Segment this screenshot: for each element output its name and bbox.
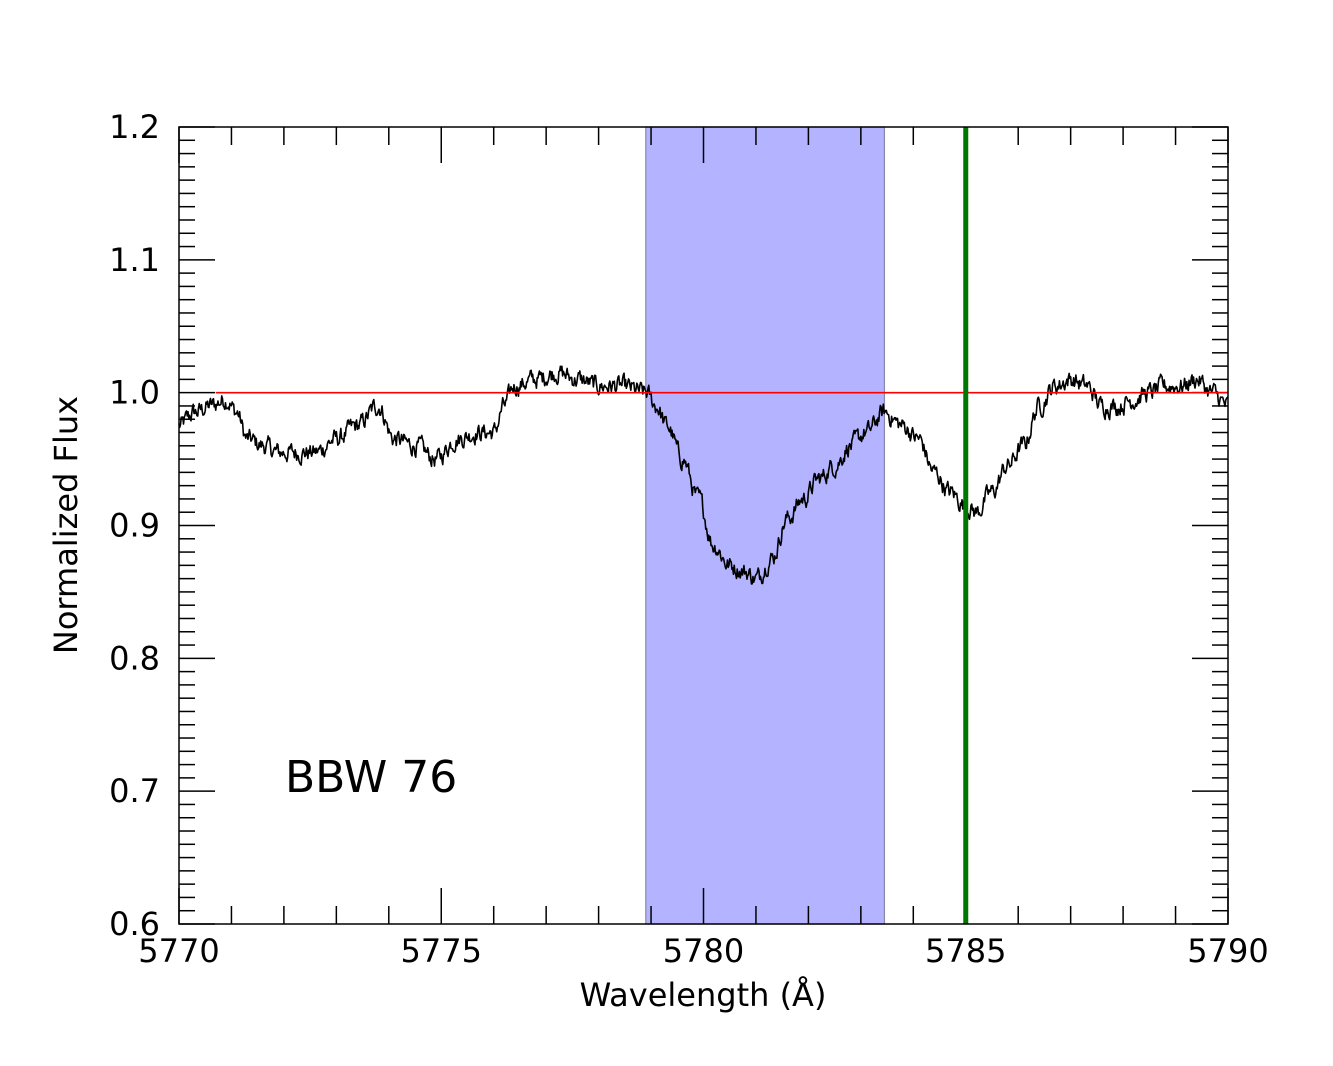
x-tick-label: 5775: [401, 932, 482, 970]
x-tick-labels: 5770 5775 5780 5785 5790: [138, 932, 1268, 970]
star-annotation: BBW 76: [285, 752, 457, 803]
y-tick-label: 1.0: [109, 374, 160, 412]
y-tick-label: 1.1: [109, 241, 160, 279]
shaded-region-layer: [645, 126, 886, 925]
spectrum-line: [178, 365, 1229, 585]
y-tick-label: 1.2: [109, 108, 160, 146]
y-tick-label: 0.6: [109, 905, 160, 943]
x-tick-label: 5770: [138, 932, 219, 970]
x-axis-label: Wavelength (Å): [580, 976, 827, 1014]
y-tick-label: 0.8: [109, 639, 160, 677]
y-tick-label: 0.9: [109, 507, 160, 545]
x-tick-label: 5790: [1187, 932, 1268, 970]
lines-layer: [178, 127, 1229, 924]
y-tick-labels: 0.6 0.7 0.8 0.9 1.0 1.1 1.2: [109, 108, 160, 943]
shaded-region: [645, 126, 886, 925]
plot-frame: [178, 126, 1229, 925]
y-axis-label: Normalized Flux: [47, 396, 85, 654]
x-tick-label: 5785: [925, 932, 1006, 970]
x-tick-label: 5780: [663, 932, 744, 970]
y-tick-label: 0.7: [109, 772, 160, 810]
